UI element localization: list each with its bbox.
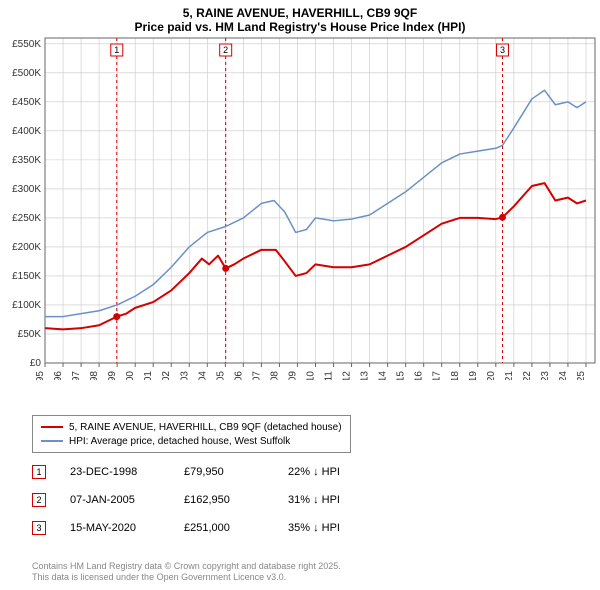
svg-text:2012: 2012 [342, 371, 353, 380]
svg-text:£150K: £150K [12, 271, 41, 282]
event-delta: 22% ↓ HPI [288, 466, 368, 478]
svg-text:2003: 2003 [179, 371, 190, 380]
svg-text:2014: 2014 [378, 371, 389, 380]
svg-text:2015: 2015 [396, 371, 407, 380]
svg-text:2004: 2004 [197, 371, 208, 380]
event-date: 23-DEC-1998 [70, 466, 160, 478]
svg-text:2016: 2016 [414, 371, 425, 380]
svg-text:2000: 2000 [125, 371, 136, 380]
svg-text:1999: 1999 [107, 371, 118, 380]
svg-text:2018: 2018 [450, 371, 461, 380]
legend-row: HPI: Average price, detached house, West… [41, 434, 342, 448]
price-chart: £0 £50K £100K £150K £200K £250K £300K £350K £400… [0, 0, 600, 380]
svg-text:2022: 2022 [522, 371, 533, 380]
legend-label: 5, RAINE AVENUE, HAVERHILL, CB9 9QF (det… [69, 422, 342, 433]
event-price: £162,950 [184, 494, 264, 506]
footer-line: This data is licensed under the Open Gov… [32, 572, 341, 584]
svg-text:£100K: £100K [12, 300, 41, 311]
event-row: 2 07-JAN-2005 £162,950 31% ↓ HPI [32, 486, 368, 514]
event-marker: 3 [32, 521, 46, 535]
svg-text:2006: 2006 [233, 371, 244, 380]
svg-text:3: 3 [500, 45, 505, 55]
event-marker: 2 [32, 493, 46, 507]
legend-label: HPI: Average price, detached house, West… [69, 436, 290, 447]
svg-text:2009: 2009 [287, 371, 298, 380]
svg-text:2: 2 [223, 45, 228, 55]
svg-text:2017: 2017 [432, 371, 443, 380]
legend-row: 5, RAINE AVENUE, HAVERHILL, CB9 9QF (det… [41, 420, 342, 434]
svg-text:2013: 2013 [360, 371, 371, 380]
event-delta: 35% ↓ HPI [288, 522, 368, 534]
svg-text:2005: 2005 [215, 371, 226, 380]
svg-text:2023: 2023 [540, 371, 551, 380]
attribution-footer: Contains HM Land Registry data © Crown c… [32, 561, 341, 584]
svg-text:2007: 2007 [251, 371, 262, 380]
svg-text:£50K: £50K [18, 329, 42, 340]
event-price: £251,000 [184, 522, 264, 534]
footer-line: Contains HM Land Registry data © Crown c… [32, 561, 341, 573]
svg-text:£0: £0 [30, 358, 42, 369]
svg-text:£400K: £400K [12, 126, 41, 137]
event-marker: 1 [32, 465, 46, 479]
event-delta: 31% ↓ HPI [288, 494, 368, 506]
svg-text:2002: 2002 [161, 371, 172, 380]
event-row: 1 23-DEC-1998 £79,950 22% ↓ HPI [32, 458, 368, 486]
svg-text:2020: 2020 [486, 371, 497, 380]
legend-swatch [41, 426, 63, 428]
svg-text:2011: 2011 [324, 371, 335, 380]
svg-text:£550K: £550K [12, 39, 41, 50]
svg-text:1998: 1998 [89, 371, 100, 380]
event-date: 07-JAN-2005 [70, 494, 160, 506]
svg-text:2010: 2010 [305, 371, 316, 380]
svg-text:£200K: £200K [12, 242, 41, 253]
svg-text:1997: 1997 [71, 371, 82, 380]
svg-text:2008: 2008 [269, 371, 280, 380]
svg-text:1: 1 [114, 45, 119, 55]
legend: 5, RAINE AVENUE, HAVERHILL, CB9 9QF (det… [32, 415, 351, 453]
svg-text:2021: 2021 [504, 371, 515, 380]
svg-text:£250K: £250K [12, 213, 41, 224]
events-table: 1 23-DEC-1998 £79,950 22% ↓ HPI 2 07-JAN-2005… [32, 458, 368, 542]
svg-text:£350K: £350K [12, 155, 41, 166]
svg-text:1995: 1995 [35, 371, 46, 380]
event-row: 3 15-MAY-2020 £251,000 35% ↓ HPI [32, 514, 368, 542]
svg-text:1996: 1996 [53, 371, 64, 380]
svg-text:2024: 2024 [558, 371, 569, 380]
svg-text:2001: 2001 [143, 371, 154, 380]
event-date: 15-MAY-2020 [70, 522, 160, 534]
event-price: £79,950 [184, 466, 264, 478]
svg-text:2025: 2025 [576, 371, 587, 380]
svg-text:£450K: £450K [12, 97, 41, 108]
svg-text:£500K: £500K [12, 68, 41, 79]
svg-text:2019: 2019 [468, 371, 479, 380]
legend-swatch [41, 440, 63, 442]
svg-text:£300K: £300K [12, 184, 41, 195]
